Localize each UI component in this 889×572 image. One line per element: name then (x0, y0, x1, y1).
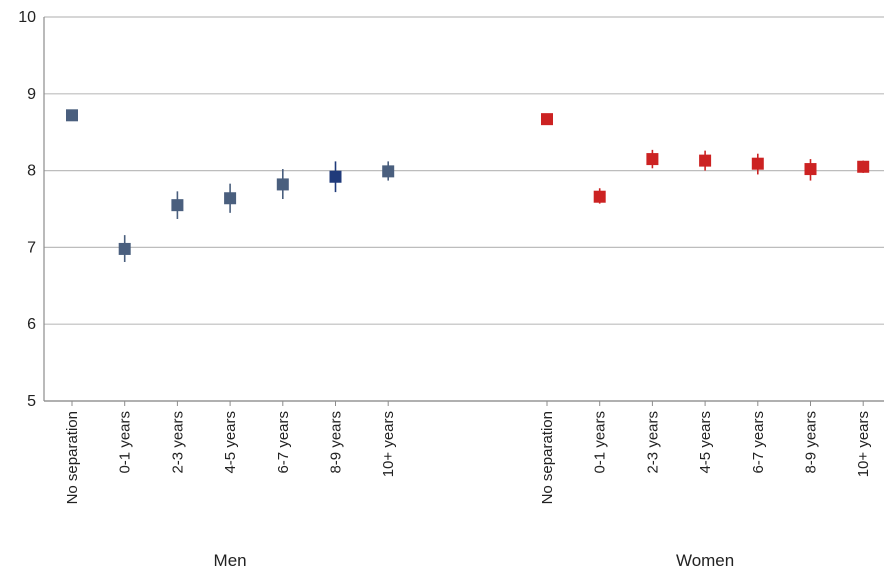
gridlines (44, 16, 884, 402)
x-tick-label: 6-7 years (275, 411, 292, 474)
data-point (224, 192, 237, 205)
axes (43, 17, 884, 406)
x-tick-label: 2-3 years (644, 411, 661, 474)
y-tick-label: 9 (27, 86, 36, 103)
x-tick-label: 4-5 years (222, 411, 239, 474)
y-tick-label: 6 (27, 316, 36, 333)
x-tick-label: 8-9 years (803, 411, 820, 474)
data-point (276, 178, 289, 191)
group-label: Men (214, 551, 247, 570)
data-point (118, 242, 131, 255)
group-label: Women (676, 551, 734, 570)
y-tick-label: 10 (18, 9, 36, 26)
data-point (329, 170, 342, 183)
x-tick-label: 6-7 years (750, 411, 767, 474)
data-point (382, 165, 395, 178)
x-tick-label: No separation (64, 411, 81, 504)
data-point (751, 157, 764, 170)
data-points (66, 109, 870, 262)
data-point (857, 160, 870, 173)
group-labels: Men Women (214, 551, 735, 570)
data-point (804, 163, 817, 176)
y-tick-label: 7 (27, 239, 36, 256)
x-axis-ticks: No separation 0-1 years 2-3 years 4-5 years… (64, 411, 872, 504)
data-point (593, 190, 606, 203)
x-tick-label: 10+ years (380, 411, 397, 477)
data-point (66, 109, 78, 122)
y-tick-label: 8 (27, 163, 36, 180)
x-tick-label: 4-5 years (697, 411, 714, 474)
x-tick-label: 2-3 years (169, 411, 186, 474)
x-tick-label: 0-1 years (117, 411, 134, 474)
y-axis-ticks: 5 6 7 8 9 10 (18, 9, 36, 410)
x-tick-label: 10+ years (855, 411, 872, 477)
data-point (646, 153, 659, 166)
x-tick-label: 8-9 years (328, 411, 345, 474)
y-tick-label: 5 (27, 393, 36, 410)
x-tick-label: 0-1 years (592, 411, 609, 474)
data-point (699, 154, 712, 167)
data-point (541, 113, 553, 126)
x-tick-label: No separation (539, 411, 556, 504)
data-point (171, 199, 184, 212)
